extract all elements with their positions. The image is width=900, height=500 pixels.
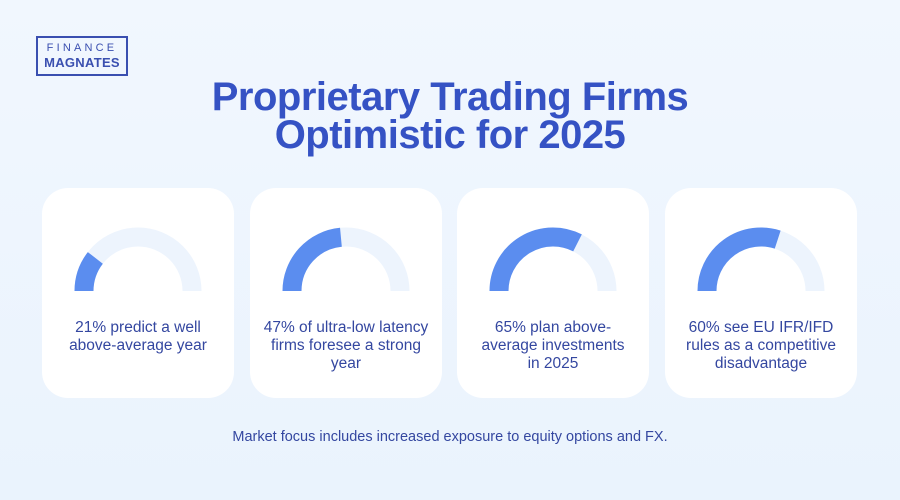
stat-card: 65% plan above-average investments in 20…	[457, 188, 649, 398]
stat-label: 47% of ultra-low latency firms foresee a…	[263, 319, 429, 372]
stat-label: 65% plan above-average investments in 20…	[481, 319, 625, 372]
stat-card: 60% see EU IFR/IFD rules as a competitiv…	[665, 188, 857, 398]
gauge-fill	[282, 227, 343, 292]
stat-card: 21% predict a well above-average year	[42, 188, 234, 398]
stat-label: 60% see EU IFR/IFD rules as a competitiv…	[686, 319, 836, 372]
gauge-fill	[697, 227, 781, 292]
title-line-1: Proprietary Trading Firms	[211, 75, 689, 119]
logo-line-2: MAGNATES	[44, 55, 120, 70]
logo-line-1: FINANCE	[46, 42, 118, 54]
finance-magnates-logo: FINANCE MAGNATES	[36, 36, 128, 76]
title-line-2: Optimistic for 2025	[274, 113, 626, 157]
gauge-fill	[489, 227, 582, 292]
gauge-chart	[282, 227, 410, 292]
stat-card: 47% of ultra-low latency firms foresee a…	[250, 188, 442, 398]
gauge-chart	[74, 227, 202, 292]
gauge-chart	[489, 227, 617, 292]
gauge-chart	[697, 227, 825, 292]
stat-label: 21% predict a well above-average year	[69, 319, 207, 354]
page-title: Proprietary Trading Firms Optimistic for…	[0, 75, 900, 157]
footer-note: Market focus includes increased exposure…	[232, 429, 668, 445]
gauge-fill	[74, 252, 104, 292]
